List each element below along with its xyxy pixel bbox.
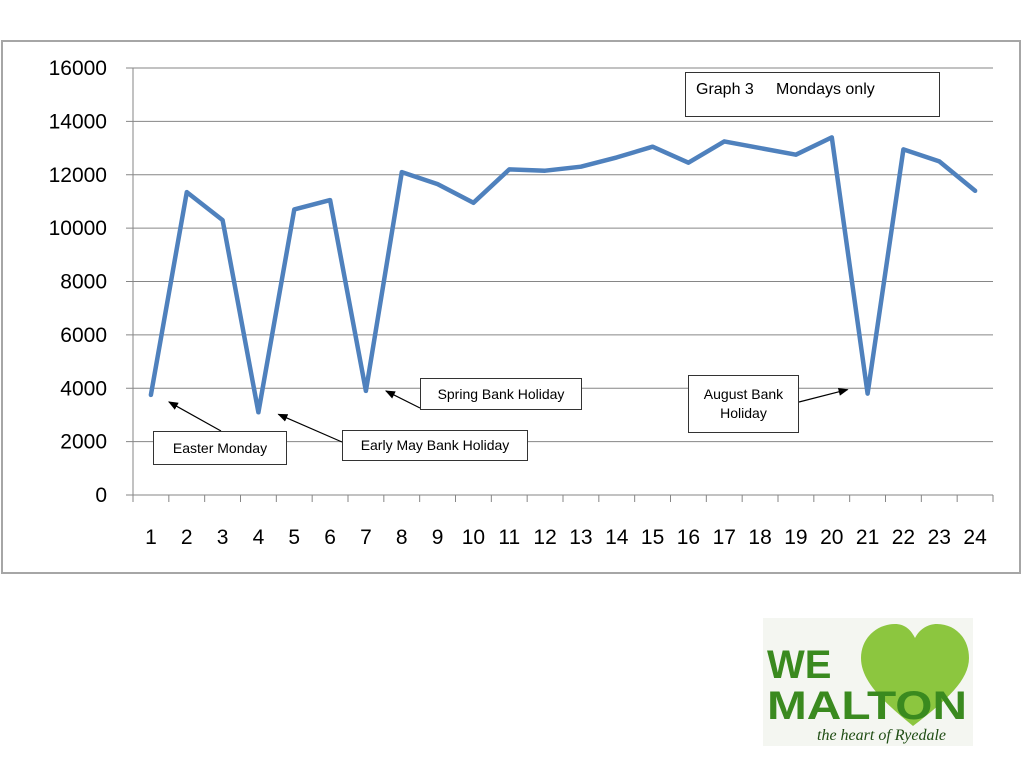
- y-tick-labels: 0 2000 4000 6000 8000 10000 12000 14000 16000: [49, 57, 107, 507]
- x-tick-label-15: 15: [641, 526, 664, 549]
- x-tick-label-16: 16: [677, 526, 700, 549]
- annotation-arrow-2: [277, 413, 343, 443]
- y-tick-label-6000: 6000: [60, 324, 107, 347]
- annotation-arrows: [168, 387, 849, 443]
- we-malton-logo: WE MALTON the heart of Ryedale: [763, 618, 973, 746]
- chart-title: Graph 3 Mondays only: [685, 72, 940, 117]
- x-tick-label-10: 10: [462, 526, 485, 549]
- series-line-0: [148, 135, 978, 415]
- y-tick-label-4000: 4000: [60, 377, 107, 400]
- x-tick-labels: 1 2 3 4 5 6 7 8 9 10 11 12 13 14 15 16 17 18 19 20 21 22 23 24: [145, 526, 987, 549]
- annotation-arrow-4: [798, 387, 849, 403]
- y-tick-label-14000: 14000: [49, 110, 107, 133]
- x-tick-label-6: 6: [324, 526, 336, 549]
- x-tick-label-19: 19: [784, 526, 807, 549]
- annotation-august-bank-holiday: August Bank Holiday: [688, 375, 799, 433]
- y-tick-label-16000: 16000: [49, 57, 107, 80]
- x-tick-label-18: 18: [748, 526, 771, 549]
- series-line: [148, 135, 978, 415]
- grid-lines: [133, 67, 993, 443]
- x-tick-label-7: 7: [360, 526, 372, 549]
- x-tick-label-17: 17: [713, 526, 736, 549]
- y-tick-label-0: 0: [95, 484, 107, 507]
- logo-tagline: the heart of Ryedale: [817, 727, 946, 744]
- x-tick-label-12: 12: [533, 526, 556, 549]
- x-tick-label-3: 3: [217, 526, 229, 549]
- annotation-easter-monday: Easter Monday: [153, 431, 287, 465]
- logo-we: WE: [767, 643, 831, 687]
- y-tick-label-10000: 10000: [49, 217, 107, 240]
- annotation-arrow-1: [168, 401, 222, 432]
- x-tick-label-24: 24: [963, 526, 987, 549]
- x-tick-label-13: 13: [569, 526, 592, 549]
- logo-malton: MALTON: [767, 684, 967, 728]
- annotation-spring-bank-holiday: Spring Bank Holiday: [420, 378, 582, 410]
- x-tick-label-2: 2: [181, 526, 193, 549]
- annotation-arrow-3: [385, 390, 421, 409]
- x-tick-label-21: 21: [856, 526, 879, 549]
- axes: [126, 67, 994, 502]
- x-tick-label-14: 14: [605, 526, 629, 549]
- x-tick-label-11: 11: [498, 526, 520, 549]
- x-tick-label-9: 9: [432, 526, 444, 549]
- y-tick-label-2000: 2000: [60, 431, 107, 454]
- annotation-early-may-bank-holiday: Early May Bank Holiday: [342, 430, 528, 461]
- x-tick-label-8: 8: [396, 526, 408, 549]
- y-tick-label-12000: 12000: [49, 164, 107, 187]
- x-tick-label-1: 1: [145, 526, 157, 549]
- y-tick-label-8000: 8000: [60, 271, 107, 294]
- x-tick-label-23: 23: [928, 526, 951, 549]
- heart-icon: [861, 624, 969, 726]
- x-tick-label-4: 4: [253, 526, 265, 549]
- x-tick-label-20: 20: [820, 526, 843, 549]
- x-tick-label-22: 22: [892, 526, 915, 549]
- x-tick-label-5: 5: [288, 526, 300, 549]
